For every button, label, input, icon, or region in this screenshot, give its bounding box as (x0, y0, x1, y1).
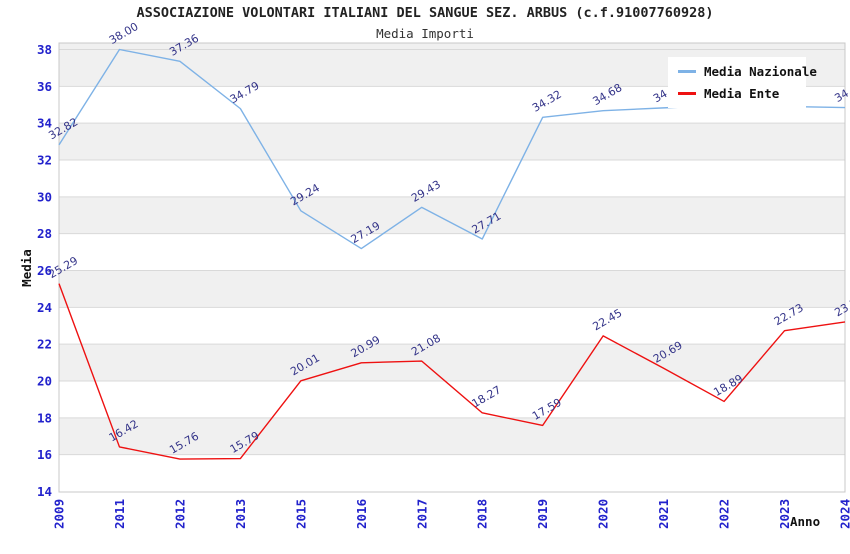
y-tick-label: 20 (37, 374, 52, 389)
y-tick-label: 28 (37, 226, 52, 241)
grid-band (59, 344, 845, 381)
legend: Media Nazionale Media Ente (668, 57, 806, 108)
legend-line-swatch (678, 92, 696, 95)
y-tick-label: 30 (37, 189, 52, 204)
legend-label: Media Nazionale (704, 64, 817, 79)
x-tick-label: 2017 (414, 499, 429, 529)
x-tick-label: 2015 (293, 499, 308, 529)
legend-item-media-nazionale: Media Nazionale (678, 64, 800, 79)
y-tick-label: 16 (37, 447, 52, 462)
y-tick-label: 22 (37, 337, 52, 352)
y-tick-label: 24 (37, 300, 52, 315)
legend-item-media-ente: Media Ente (678, 86, 800, 101)
x-tick-label: 2019 (535, 499, 550, 529)
grid-band (59, 123, 845, 160)
y-tick-label: 36 (37, 79, 52, 94)
x-tick-label: 2016 (354, 499, 369, 529)
y-tick-label: 14 (37, 484, 52, 499)
x-tick-label: 2012 (172, 499, 187, 529)
data-label: 34.32 (530, 88, 564, 115)
data-label: 18.27 (470, 383, 504, 410)
x-axis-title: Anno (790, 514, 820, 529)
grid-band (59, 271, 845, 308)
y-axis-title: Media (19, 249, 34, 287)
x-tick-label: 2020 (596, 499, 611, 529)
x-tick-label: 2018 (475, 499, 490, 529)
chart-subtitle: Media Importi (0, 26, 850, 41)
x-tick-label: 2022 (717, 499, 732, 529)
grid-band (59, 197, 845, 234)
legend-line-swatch (678, 70, 696, 73)
x-tick-label: 2021 (656, 499, 671, 529)
legend-label: Media Ente (704, 86, 779, 101)
y-tick-label: 38 (37, 42, 52, 57)
chart-title: ASSOCIAZIONE VOLONTARI ITALIANI DEL SANG… (0, 5, 850, 21)
x-tick-label: 2009 (52, 499, 67, 529)
y-tick-label: 18 (37, 410, 52, 425)
y-tick-label: 32 (37, 153, 52, 168)
x-tick-label: 2011 (112, 499, 127, 529)
x-tick-label: 2013 (233, 499, 248, 529)
x-tick-label: 2024 (838, 499, 850, 529)
data-label: 22.45 (591, 306, 625, 333)
